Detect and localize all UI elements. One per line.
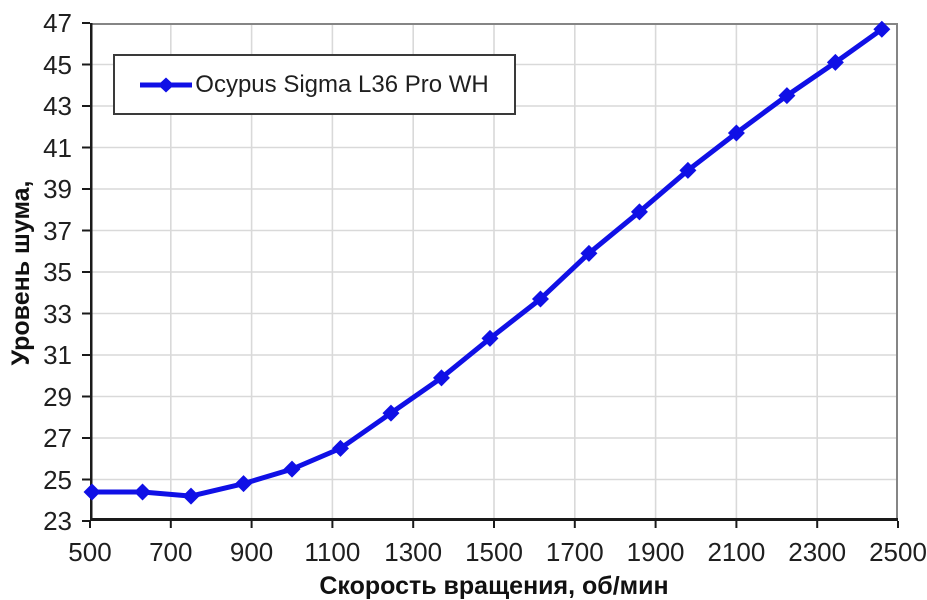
y-tick-label: 29 [43, 381, 72, 412]
y-tick-label: 41 [43, 132, 72, 163]
x-tick-label: 1900 [626, 537, 685, 567]
data-point-marker [481, 329, 499, 347]
x-tick-label: 900 [229, 537, 274, 567]
y-tick-label: 43 [43, 91, 72, 121]
data-point-marker [531, 290, 549, 308]
y-tick-label: 33 [43, 298, 72, 329]
y-tick-label: 45 [43, 49, 72, 80]
plot-area [82, 20, 899, 528]
y-tick-label: 37 [43, 215, 72, 246]
x-tick-label: 1100 [304, 537, 361, 567]
data-point-marker [382, 404, 400, 422]
x-tick-label: 500 [68, 537, 112, 567]
legend-line-sample-icon [140, 77, 193, 92]
y-tick-label: 39 [43, 174, 72, 204]
data-point-marker [630, 203, 648, 221]
data-point-marker [679, 161, 697, 179]
y-tick-label: 35 [43, 257, 72, 287]
data-point-marker [331, 439, 349, 457]
x-axis-title: Скорость вращения, об/мин [319, 572, 669, 600]
data-point-marker [727, 124, 745, 142]
x-tick-label: 2500 [869, 537, 927, 567]
legend: Ocypus Sigma L36 Pro WH [113, 54, 516, 115]
y-tick-label: 31 [43, 340, 72, 370]
x-tick-label: 2300 [788, 537, 847, 567]
x-tick-label: 1300 [384, 537, 443, 567]
x-tick-label: 2100 [707, 537, 766, 567]
data-point-marker [826, 53, 844, 71]
y-tick-label: 47 [43, 8, 72, 38]
data-point-marker [873, 20, 891, 38]
data-point-marker [580, 244, 598, 262]
data-point-marker [83, 483, 101, 501]
data-point-marker [432, 369, 450, 387]
data-point-marker [235, 475, 253, 493]
x-tick-label: 700 [149, 537, 193, 567]
data-point-marker [283, 460, 301, 478]
x-tick-label: 1700 [545, 537, 604, 567]
data-point-marker [134, 483, 152, 501]
data-point-marker [778, 87, 796, 105]
data-point-marker [182, 487, 200, 505]
y-tick-label: 27 [43, 423, 72, 453]
y-tick-label: 23 [43, 506, 72, 536]
y-tick-label: 25 [43, 464, 72, 495]
legend-diamond-marker-icon [158, 77, 175, 92]
x-tick-label: 1500 [465, 537, 523, 567]
legend-series-label: Ocypus Sigma L36 Pro WH [195, 70, 489, 98]
